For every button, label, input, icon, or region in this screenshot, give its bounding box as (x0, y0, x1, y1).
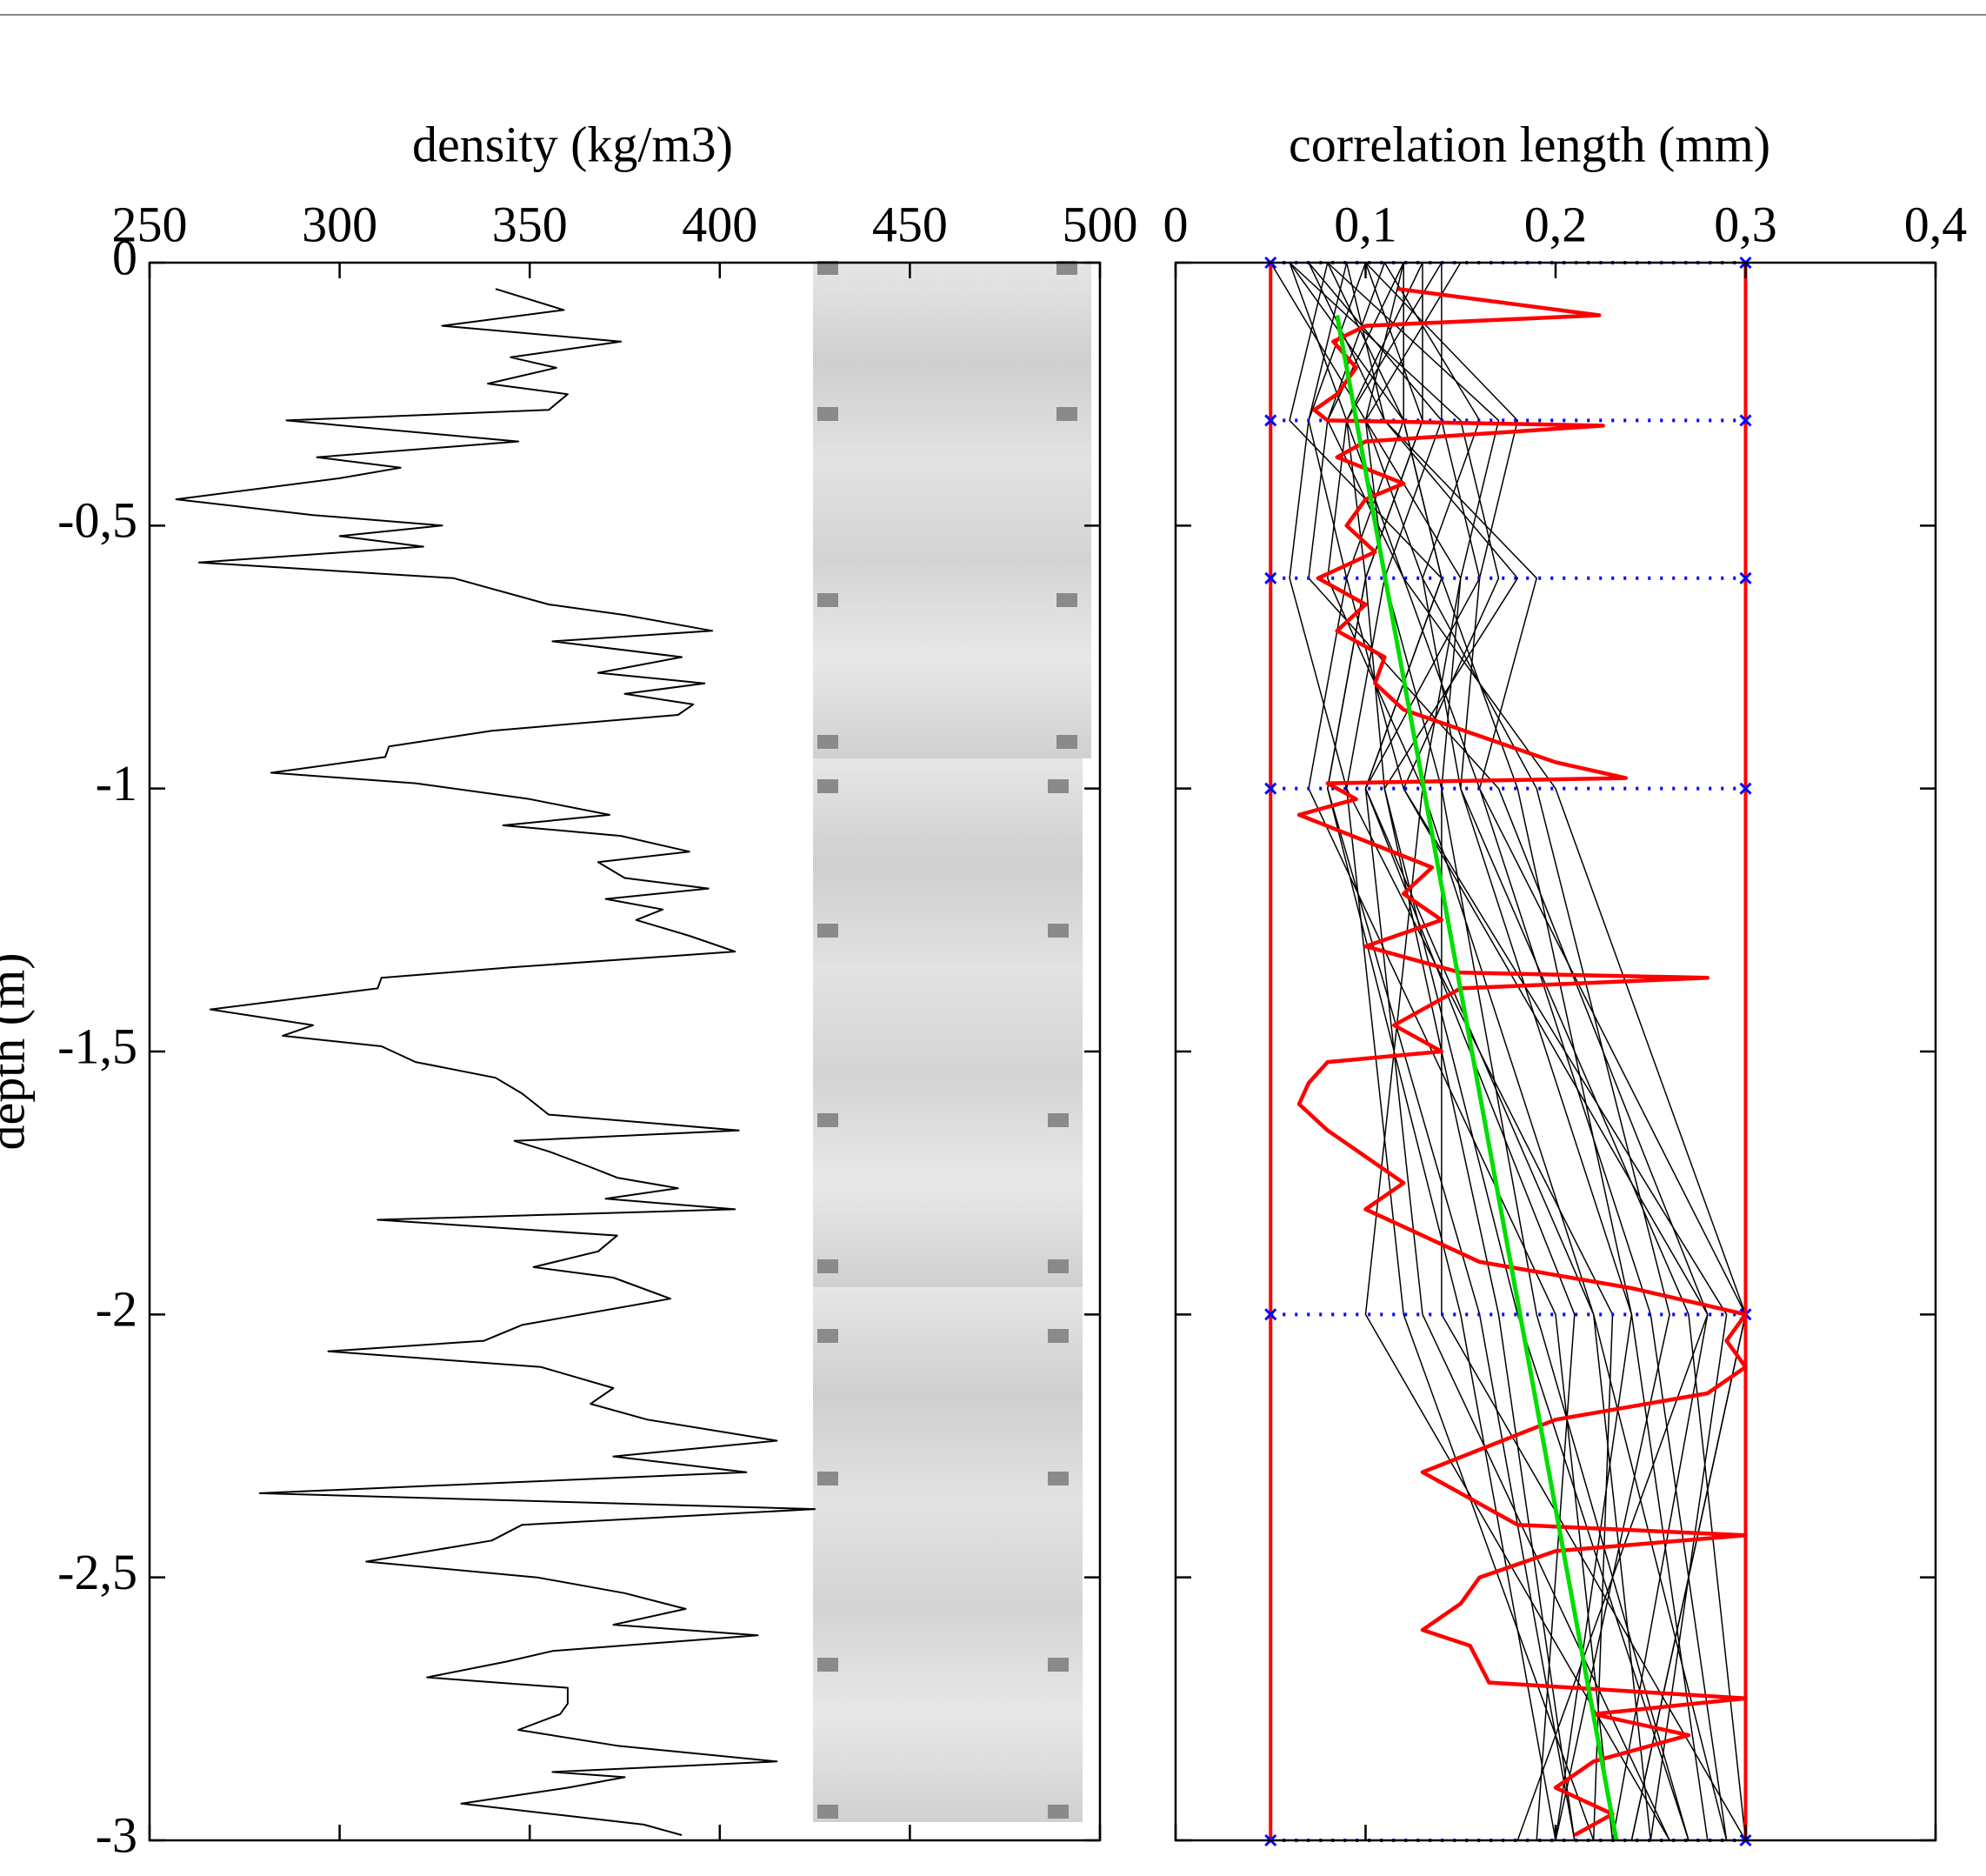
knot-marker (1264, 414, 1277, 427)
x-tick-label: 0,2 (1524, 196, 1588, 252)
x-tick-label: 400 (682, 196, 757, 252)
y-tick-label: -2,5 (57, 1544, 137, 1600)
ensemble-line (1308, 262, 1689, 1841)
x-tick-label: 350 (492, 196, 568, 252)
fit-line (1335, 315, 1619, 1841)
y-axis-title: depth (m) (0, 952, 35, 1150)
ensemble-line (1308, 263, 1614, 1841)
x-tick-label: 0,3 (1714, 196, 1777, 252)
x-tick-label: 450 (872, 196, 948, 252)
x-axis-title: correlation length (mm) (1289, 116, 1770, 172)
ensemble-line (1289, 262, 1614, 1841)
x-tick-label: 500 (1063, 196, 1138, 252)
x-tick-label: 0,4 (1904, 196, 1968, 252)
y-tick-label: -0,5 (57, 492, 137, 549)
y-tick-label: -1 (96, 755, 137, 811)
ensemble-line (1364, 262, 1689, 1841)
knot-marker (1739, 414, 1752, 427)
ensemble-line (1327, 262, 1728, 1841)
ensemble-line (1308, 262, 1595, 1841)
y-tick-label: 0 (112, 229, 137, 285)
snow-core-image (813, 261, 1091, 1822)
y-tick-label: -1,5 (57, 1018, 137, 1074)
measured-line (1296, 286, 1748, 1837)
x-tick-label: 0,1 (1334, 196, 1397, 252)
x-tick-label: 250 (112, 196, 188, 252)
knot-marker (1264, 571, 1277, 584)
y-tick-label: -3 (96, 1806, 137, 1863)
x-tick-label: 300 (302, 196, 377, 252)
y-tick-label: -2 (96, 1281, 137, 1338)
ensemble-line (1327, 262, 1576, 1841)
ensemble-line (1364, 262, 1747, 1841)
x-tick-label: 0 (1163, 196, 1189, 252)
ensemble-line (1441, 263, 1633, 1841)
knot-marker (1264, 1308, 1277, 1321)
density-profile (175, 288, 816, 1836)
x-axis-title: density (kg/m3) (412, 116, 733, 172)
ensemble-line (1364, 262, 1576, 1841)
knot-marker (1739, 571, 1752, 584)
knot-marker (1739, 782, 1752, 795)
knot-marker (1264, 782, 1277, 795)
